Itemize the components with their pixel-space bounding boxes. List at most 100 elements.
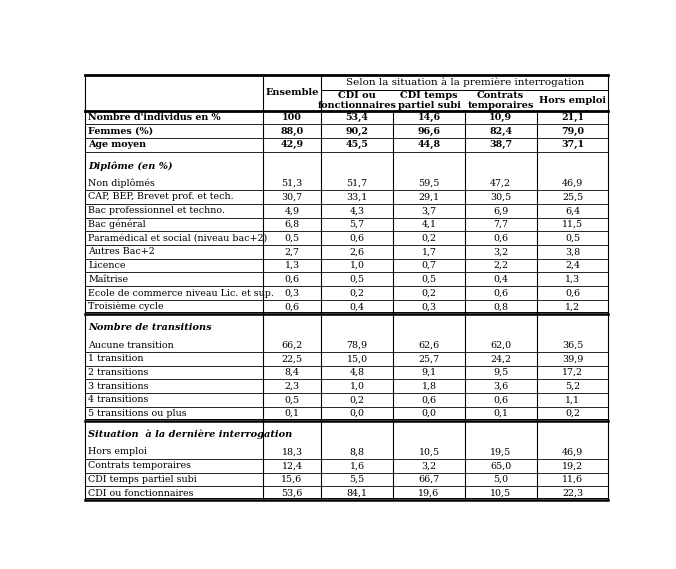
- Text: 4,1: 4,1: [421, 220, 437, 229]
- Text: 5,0: 5,0: [493, 475, 508, 484]
- Text: 46,9: 46,9: [562, 447, 583, 456]
- Text: 9,5: 9,5: [493, 368, 508, 377]
- Text: 5,2: 5,2: [565, 382, 580, 391]
- Text: 33,1: 33,1: [347, 192, 368, 201]
- Text: 11,6: 11,6: [562, 475, 583, 484]
- Text: 1,6: 1,6: [349, 461, 365, 470]
- Text: 5,5: 5,5: [349, 475, 365, 484]
- Text: 0,6: 0,6: [285, 275, 299, 284]
- Text: 0,6: 0,6: [285, 302, 299, 311]
- Text: 0,5: 0,5: [565, 234, 580, 242]
- Text: 45,5: 45,5: [345, 141, 368, 150]
- Text: 3,2: 3,2: [493, 248, 508, 257]
- Text: 10,5: 10,5: [490, 489, 511, 498]
- Text: 0,2: 0,2: [349, 395, 364, 405]
- Text: CDI temps
partiel subi: CDI temps partiel subi: [397, 90, 460, 110]
- Text: 18,3: 18,3: [281, 447, 303, 456]
- Text: 3,8: 3,8: [565, 248, 580, 257]
- Text: 66,2: 66,2: [281, 341, 303, 349]
- Text: 1,7: 1,7: [421, 248, 437, 257]
- Text: 0,6: 0,6: [421, 395, 437, 405]
- Text: 82,4: 82,4: [489, 127, 512, 136]
- Text: 44,8: 44,8: [417, 141, 441, 150]
- Text: 42,9: 42,9: [281, 141, 304, 150]
- Text: 62,0: 62,0: [490, 341, 511, 349]
- Text: 15,6: 15,6: [281, 475, 303, 484]
- Text: Troisième cycle: Troisième cycle: [88, 302, 164, 311]
- Text: Selon la situation à la première interrogation: Selon la situation à la première interro…: [345, 77, 584, 87]
- Text: 3,2: 3,2: [421, 461, 437, 470]
- Text: 1 transition: 1 transition: [88, 354, 144, 363]
- Text: Age moyen: Age moyen: [88, 141, 146, 150]
- Text: 65,0: 65,0: [490, 461, 511, 470]
- Text: 38,7: 38,7: [489, 141, 512, 150]
- Text: Nombre de transitions: Nombre de transitions: [88, 323, 212, 332]
- Text: 59,5: 59,5: [418, 179, 439, 188]
- Text: Bac général: Bac général: [88, 220, 146, 229]
- Text: 0,6: 0,6: [565, 288, 580, 298]
- Text: 4,8: 4,8: [349, 368, 364, 377]
- Text: Bac professionnel et techno.: Bac professionnel et techno.: [88, 206, 225, 215]
- Text: 10,9: 10,9: [489, 113, 512, 122]
- Text: 4,3: 4,3: [349, 206, 365, 215]
- Text: 0,2: 0,2: [421, 288, 437, 298]
- Text: 0,6: 0,6: [349, 234, 365, 242]
- Text: 8,8: 8,8: [349, 447, 364, 456]
- Text: Licence: Licence: [88, 261, 126, 270]
- Text: 0,2: 0,2: [349, 288, 364, 298]
- Text: 0,6: 0,6: [493, 234, 508, 242]
- Text: 1,1: 1,1: [565, 395, 580, 405]
- Text: 22,3: 22,3: [562, 489, 583, 498]
- Text: 84,1: 84,1: [347, 489, 368, 498]
- Text: 2,6: 2,6: [349, 248, 365, 257]
- Text: 88,0: 88,0: [281, 127, 304, 136]
- Text: 14,6: 14,6: [417, 113, 441, 122]
- Text: 30,7: 30,7: [281, 192, 303, 201]
- Text: CAP, BEP, Brevet prof. et tech.: CAP, BEP, Brevet prof. et tech.: [88, 192, 234, 201]
- Text: 36,5: 36,5: [562, 341, 583, 349]
- Text: 1,8: 1,8: [421, 382, 437, 391]
- Text: 1,3: 1,3: [285, 261, 299, 270]
- Text: 15,0: 15,0: [347, 354, 368, 363]
- Text: 53,4: 53,4: [345, 113, 368, 122]
- Text: 6,4: 6,4: [565, 206, 580, 215]
- Text: 1,2: 1,2: [565, 302, 580, 311]
- Text: 62,6: 62,6: [418, 341, 439, 349]
- Text: Diplôme (en %): Diplôme (en %): [88, 161, 173, 171]
- Text: 39,9: 39,9: [562, 354, 583, 363]
- Text: 79,0: 79,0: [561, 127, 584, 136]
- Text: 3,6: 3,6: [493, 382, 508, 391]
- Text: Ensemble: Ensemble: [265, 88, 318, 97]
- Text: 0,4: 0,4: [493, 275, 508, 284]
- Text: 5 transitions ou plus: 5 transitions ou plus: [88, 409, 187, 418]
- Text: 66,7: 66,7: [418, 475, 439, 484]
- Text: 0,1: 0,1: [493, 409, 508, 418]
- Text: 100: 100: [282, 113, 302, 122]
- Text: 1,3: 1,3: [565, 275, 580, 284]
- Text: 2,4: 2,4: [565, 261, 580, 270]
- Text: 0,5: 0,5: [285, 395, 299, 405]
- Text: 2,3: 2,3: [285, 382, 299, 391]
- Text: 53,6: 53,6: [281, 489, 303, 498]
- Text: CDI ou
fonctionnaires: CDI ou fonctionnaires: [318, 90, 397, 110]
- Text: Maîtrise: Maîtrise: [88, 275, 128, 284]
- Text: 6,9: 6,9: [493, 206, 508, 215]
- Text: 19,2: 19,2: [562, 461, 583, 470]
- Text: 30,5: 30,5: [490, 192, 511, 201]
- Text: 90,2: 90,2: [345, 127, 368, 136]
- Text: Hors emploi: Hors emploi: [88, 447, 147, 456]
- Text: 24,2: 24,2: [490, 354, 511, 363]
- Text: 12,4: 12,4: [281, 461, 302, 470]
- Text: Aucune transition: Aucune transition: [88, 341, 174, 349]
- Text: 1,0: 1,0: [349, 261, 364, 270]
- Text: 8,4: 8,4: [285, 368, 299, 377]
- Text: Autres Bac+2: Autres Bac+2: [88, 248, 155, 257]
- Text: 3 transitions: 3 transitions: [88, 382, 149, 391]
- Text: Femmes (%): Femmes (%): [88, 127, 153, 136]
- Text: 37,1: 37,1: [561, 141, 584, 150]
- Text: Ecole de commerce niveau Lic. et sup.: Ecole de commerce niveau Lic. et sup.: [88, 288, 274, 298]
- Text: Paramédical et social (niveau bac+2): Paramédical et social (niveau bac+2): [88, 234, 268, 242]
- Text: 0,2: 0,2: [565, 409, 580, 418]
- Text: Nombre d'individus en %: Nombre d'individus en %: [88, 113, 221, 122]
- Text: Hors emploi: Hors emploi: [539, 96, 606, 105]
